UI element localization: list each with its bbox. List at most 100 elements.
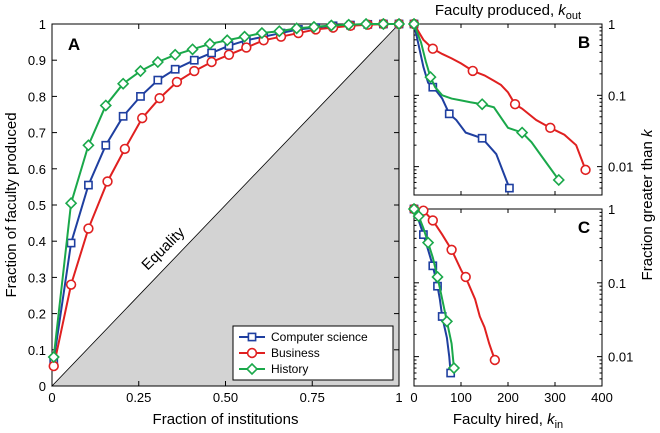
x-tick-label: 1 (395, 390, 402, 405)
y-axis-title: Fraction of faculty produced (3, 112, 20, 297)
data-point (552, 173, 565, 187)
data-point (238, 30, 251, 43)
data-point (118, 111, 128, 121)
data-point (427, 215, 438, 226)
y-tick-label: 0.01 (608, 160, 633, 175)
data-point (151, 55, 164, 69)
data-point (206, 56, 217, 68)
panel-c: 0 100 200 300 400 1 0.1 0.01 C Faculty hired, kin (407, 202, 633, 431)
data-point (446, 244, 457, 256)
legend-entry: History (271, 362, 308, 376)
data-point (407, 17, 421, 31)
data-point (392, 17, 406, 31)
data-point (223, 49, 235, 60)
data-point (203, 37, 217, 51)
y-tick-label: 1 (608, 202, 615, 217)
data-point (170, 64, 180, 74)
data-point (342, 18, 355, 31)
data-point (325, 19, 338, 32)
data-point (66, 238, 76, 248)
panel-label-a: A (68, 35, 80, 54)
y-tick-label: 0.2 (28, 307, 46, 322)
data-point (444, 109, 454, 119)
x-tick-label: 400 (591, 390, 613, 405)
data-point (64, 197, 78, 210)
data-point (580, 164, 591, 176)
data-point (153, 75, 163, 85)
x-axis-title-b-sub: out (566, 10, 581, 22)
data-point (47, 350, 60, 364)
y-tick-label: 0.1 (608, 88, 626, 103)
panel-label-b: B (578, 33, 590, 52)
y-tick-label: 0.7 (28, 126, 46, 141)
plot-frame-b (413, 23, 603, 196)
legend-entry: Computer science (271, 330, 368, 344)
data-point (421, 236, 435, 249)
x-tick-label: 100 (450, 390, 472, 405)
data-point (102, 176, 113, 187)
data-point (255, 26, 269, 40)
y-axis-title-right: Fraction greater than k (639, 128, 656, 280)
y-tick-label: 1 (39, 17, 46, 32)
x-tick-label: 200 (497, 390, 519, 405)
data-point (65, 279, 77, 290)
data-point (427, 43, 438, 54)
legend-entry: Business (271, 346, 320, 360)
data-point (505, 183, 514, 193)
series-line-history (413, 208, 455, 369)
data-point (186, 43, 199, 56)
y-tick-label: 0.5 (28, 198, 46, 213)
data-point (467, 65, 478, 77)
data-point (489, 354, 501, 366)
y-tick-label: 0.8 (28, 89, 46, 104)
legend-marker (245, 362, 259, 376)
data-point (241, 42, 252, 53)
panel-b: 1 0.1 0.01 B Faculty produced, kout Fraction … (407, 2, 656, 280)
y-tick-label: 0.1 (28, 343, 46, 358)
data-point (515, 126, 529, 139)
x-tick-label: 300 (544, 390, 566, 405)
data-point (154, 93, 165, 104)
data-point (290, 22, 303, 35)
data-point (428, 261, 438, 271)
data-point (189, 65, 200, 77)
data-point (171, 76, 183, 88)
x-tick-label: 0 (410, 390, 417, 405)
y-tick-label: 0.01 (608, 350, 633, 365)
data-point (134, 64, 147, 78)
data-point (273, 25, 286, 38)
data-point (221, 34, 234, 47)
y-tick-label: 0.4 (28, 234, 46, 249)
data-point (137, 112, 148, 124)
data-point (207, 48, 217, 58)
data-point (136, 92, 145, 101)
y-tick-label: 1 (608, 17, 615, 32)
data-point (189, 55, 199, 65)
data-point (509, 99, 521, 110)
data-point (545, 122, 556, 134)
data-point (447, 361, 461, 375)
x-tick-label: 0 (48, 390, 55, 405)
legend-marker (247, 332, 257, 342)
data-point (407, 202, 421, 216)
data-point (359, 17, 373, 31)
data-point (477, 133, 487, 143)
panel-label-c: C (578, 218, 590, 237)
data-point (84, 180, 93, 190)
x-axis-title-c: Faculty hired, kin (453, 411, 563, 431)
data-point (476, 98, 489, 111)
legend: Computer science Business History (232, 325, 394, 381)
y-tick-label: 0 (39, 379, 46, 394)
x-axis-title-c-sub: in (555, 419, 564, 431)
x-tick-label: 0.75 (300, 390, 325, 405)
data-point (169, 48, 182, 61)
y-axis-title-right-main: Fraction greater than (639, 137, 656, 280)
x-axis-title-c-var: k (547, 411, 556, 428)
x-axis-title-c-main: Faculty hired, (453, 411, 547, 428)
x-tick-label: 0.50 (213, 390, 238, 405)
data-point (424, 70, 437, 84)
x-axis-title-b: Faculty produced, kout (435, 2, 581, 22)
data-point (460, 271, 471, 283)
data-point (307, 20, 321, 34)
